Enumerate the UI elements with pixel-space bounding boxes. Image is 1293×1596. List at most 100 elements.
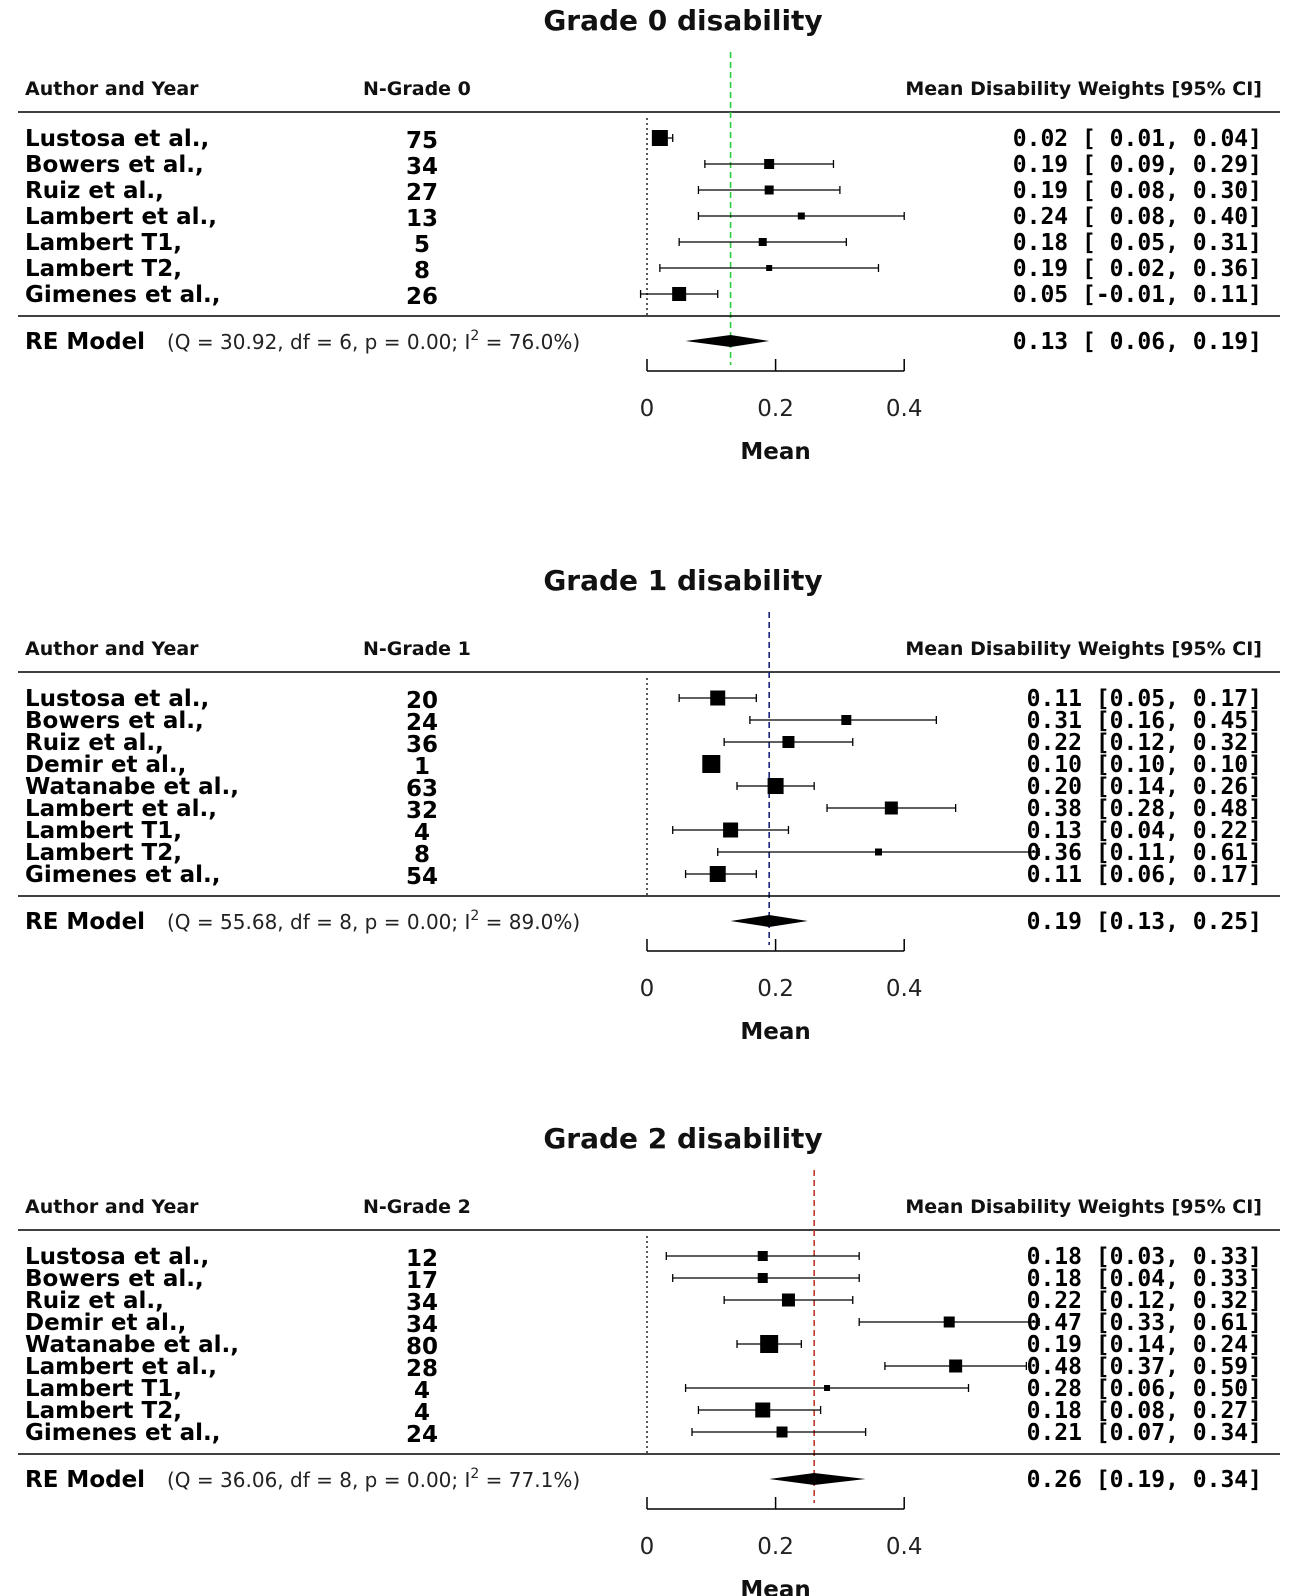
study-n: 63: [406, 776, 438, 802]
study-n: 27: [406, 180, 438, 206]
re-stat-text: , df =: [277, 330, 339, 354]
study-n: 24: [406, 1422, 438, 1448]
x-axis-label: Mean: [740, 1577, 810, 1596]
study-n: 4: [414, 820, 430, 846]
study-point-estimate: [764, 159, 775, 169]
study-ci-text: 0.19 [0.14, 0.24]: [1027, 1332, 1262, 1358]
study-point-estimate: [766, 265, 773, 271]
study-point-estimate: [764, 185, 774, 195]
re-stat-text: (Q =: [167, 910, 220, 934]
re-stat-df: 8: [339, 1468, 352, 1492]
re-stat-text: , p =: [352, 1468, 407, 1492]
study-ci-text: 0.48 [0.37, 0.59]: [1027, 1354, 1262, 1380]
study-n: 5: [414, 232, 430, 258]
summary-diamond: [769, 1473, 866, 1485]
study-n: 8: [414, 842, 430, 868]
header-ci: Mean Disability Weights [95% CI]: [905, 1196, 1262, 1218]
re-model-ci-text: 0.13 [ 0.06, 0.19]: [1013, 329, 1262, 355]
panel-title: Grade 2 disability: [543, 1122, 822, 1155]
study-n: 1: [414, 754, 430, 780]
study-n: 4: [414, 1378, 430, 1404]
re-stat-i2: 77.1%: [509, 1468, 573, 1492]
study-label: Lambert et al.,: [25, 204, 217, 230]
re-stat-q: 55.68: [220, 910, 277, 934]
re-stat-p: 0.00: [407, 910, 452, 934]
study-n: 17: [406, 1268, 438, 1294]
study-point-estimate: [709, 866, 726, 882]
study-n: 24: [406, 710, 438, 736]
study-point-estimate: [651, 130, 668, 146]
study-n: 20: [406, 688, 438, 714]
re-stat-text: =: [479, 330, 508, 354]
study-point-estimate: [884, 801, 898, 815]
study-point-estimate: [943, 1316, 955, 1328]
re-stat-i2: 89.0%: [509, 910, 573, 934]
re-stat-superscript: 2: [470, 908, 479, 924]
study-point-estimate: [723, 822, 739, 838]
x-axis-label: Mean: [740, 1019, 810, 1045]
panel-title: Grade 0 disability: [543, 4, 822, 37]
study-label: Bowers et al.,: [25, 1266, 204, 1292]
study-label: Lambert T2,: [25, 256, 182, 282]
study-ci-text: 0.18 [0.04, 0.33]: [1027, 1266, 1262, 1292]
study-label: Ruiz et al.,: [25, 1288, 164, 1314]
study-ci-text: 0.22 [0.12, 0.32]: [1027, 1288, 1262, 1314]
header-n: N-Grade 2: [363, 1196, 471, 1218]
study-label: Watanabe et al.,: [25, 774, 239, 800]
re-stat-text: , df =: [277, 1468, 339, 1492]
study-ci-text: 0.24 [ 0.08, 0.40]: [1013, 204, 1262, 230]
study-point-estimate: [758, 238, 767, 246]
study-label: Lustosa et al.,: [25, 686, 209, 712]
re-stat-df: 6: [339, 330, 352, 354]
re-model-ci-text: 0.19 [0.13, 0.25]: [1027, 909, 1262, 935]
study-n: 36: [406, 732, 438, 758]
study-label: Lambert T2,: [25, 1398, 182, 1424]
x-tick-label: 0: [640, 1534, 655, 1560]
panel-title: Grade 1 disability: [543, 564, 822, 597]
study-n: 34: [406, 1290, 438, 1316]
re-stat-q: 30.92: [220, 330, 277, 354]
study-ci-text: 0.47 [0.33, 0.61]: [1027, 1310, 1262, 1336]
x-tick-label: 0.2: [757, 976, 794, 1002]
x-tick-label: 0.2: [757, 1534, 794, 1560]
re-stat-text: =: [479, 910, 508, 934]
study-point-estimate: [824, 1385, 831, 1391]
study-n: 54: [406, 864, 438, 890]
study-ci-text: 0.18 [0.03, 0.33]: [1027, 1244, 1262, 1270]
re-stat-df: 8: [339, 910, 352, 934]
re-stat-text: (Q =: [167, 330, 220, 354]
study-ci-text: 0.22 [0.12, 0.32]: [1027, 730, 1262, 756]
study-ci-text: 0.31 [0.16, 0.45]: [1027, 708, 1262, 734]
study-ci-text: 0.05 [-0.01, 0.11]: [1013, 282, 1262, 308]
re-stat-q: 36.06: [220, 1468, 277, 1492]
re-stat-text: (Q =: [167, 1468, 220, 1492]
header-ci: Mean Disability Weights [95% CI]: [905, 638, 1262, 660]
re-stat-superscript: 2: [470, 328, 479, 344]
study-n: 75: [406, 128, 438, 154]
x-axis-label: Mean: [740, 439, 810, 465]
study-point-estimate: [949, 1359, 963, 1373]
study-point-estimate: [757, 1251, 768, 1261]
re-stat-text: =: [479, 1468, 508, 1492]
x-tick-label: 0.4: [886, 976, 923, 1002]
header-n: N-Grade 0: [363, 78, 471, 100]
study-point-estimate: [710, 690, 726, 706]
study-n: 4: [414, 1400, 430, 1426]
re-stat-superscript: 2: [470, 1466, 479, 1482]
forest-panel-grade-2: Grade 2 disability Author and Year N-Grade…: [18, 1122, 1280, 1596]
study-label: Ruiz et al.,: [25, 178, 164, 204]
study-ci-text: 0.19 [ 0.02, 0.36]: [1013, 256, 1262, 282]
study-label: Demir et al.,: [25, 1310, 186, 1336]
re-stat-text: , df =: [277, 910, 339, 934]
x-tick-label: 0.4: [886, 396, 923, 422]
re-model-label: RE Model: [25, 329, 145, 355]
study-n: 32: [406, 798, 438, 824]
re-model-stats: (Q = 55.68, df = 8, p = 0.00; I2 = 89.0%…: [167, 908, 580, 934]
study-label: Lustosa et al.,: [25, 1244, 209, 1270]
study-n: 80: [406, 1334, 438, 1360]
study-label: Ruiz et al.,: [25, 730, 164, 756]
x-tick-label: 0: [640, 396, 655, 422]
summary-diamond: [685, 335, 770, 347]
re-model-label: RE Model: [25, 909, 145, 935]
study-ci-text: 0.38 [0.28, 0.48]: [1027, 796, 1262, 822]
